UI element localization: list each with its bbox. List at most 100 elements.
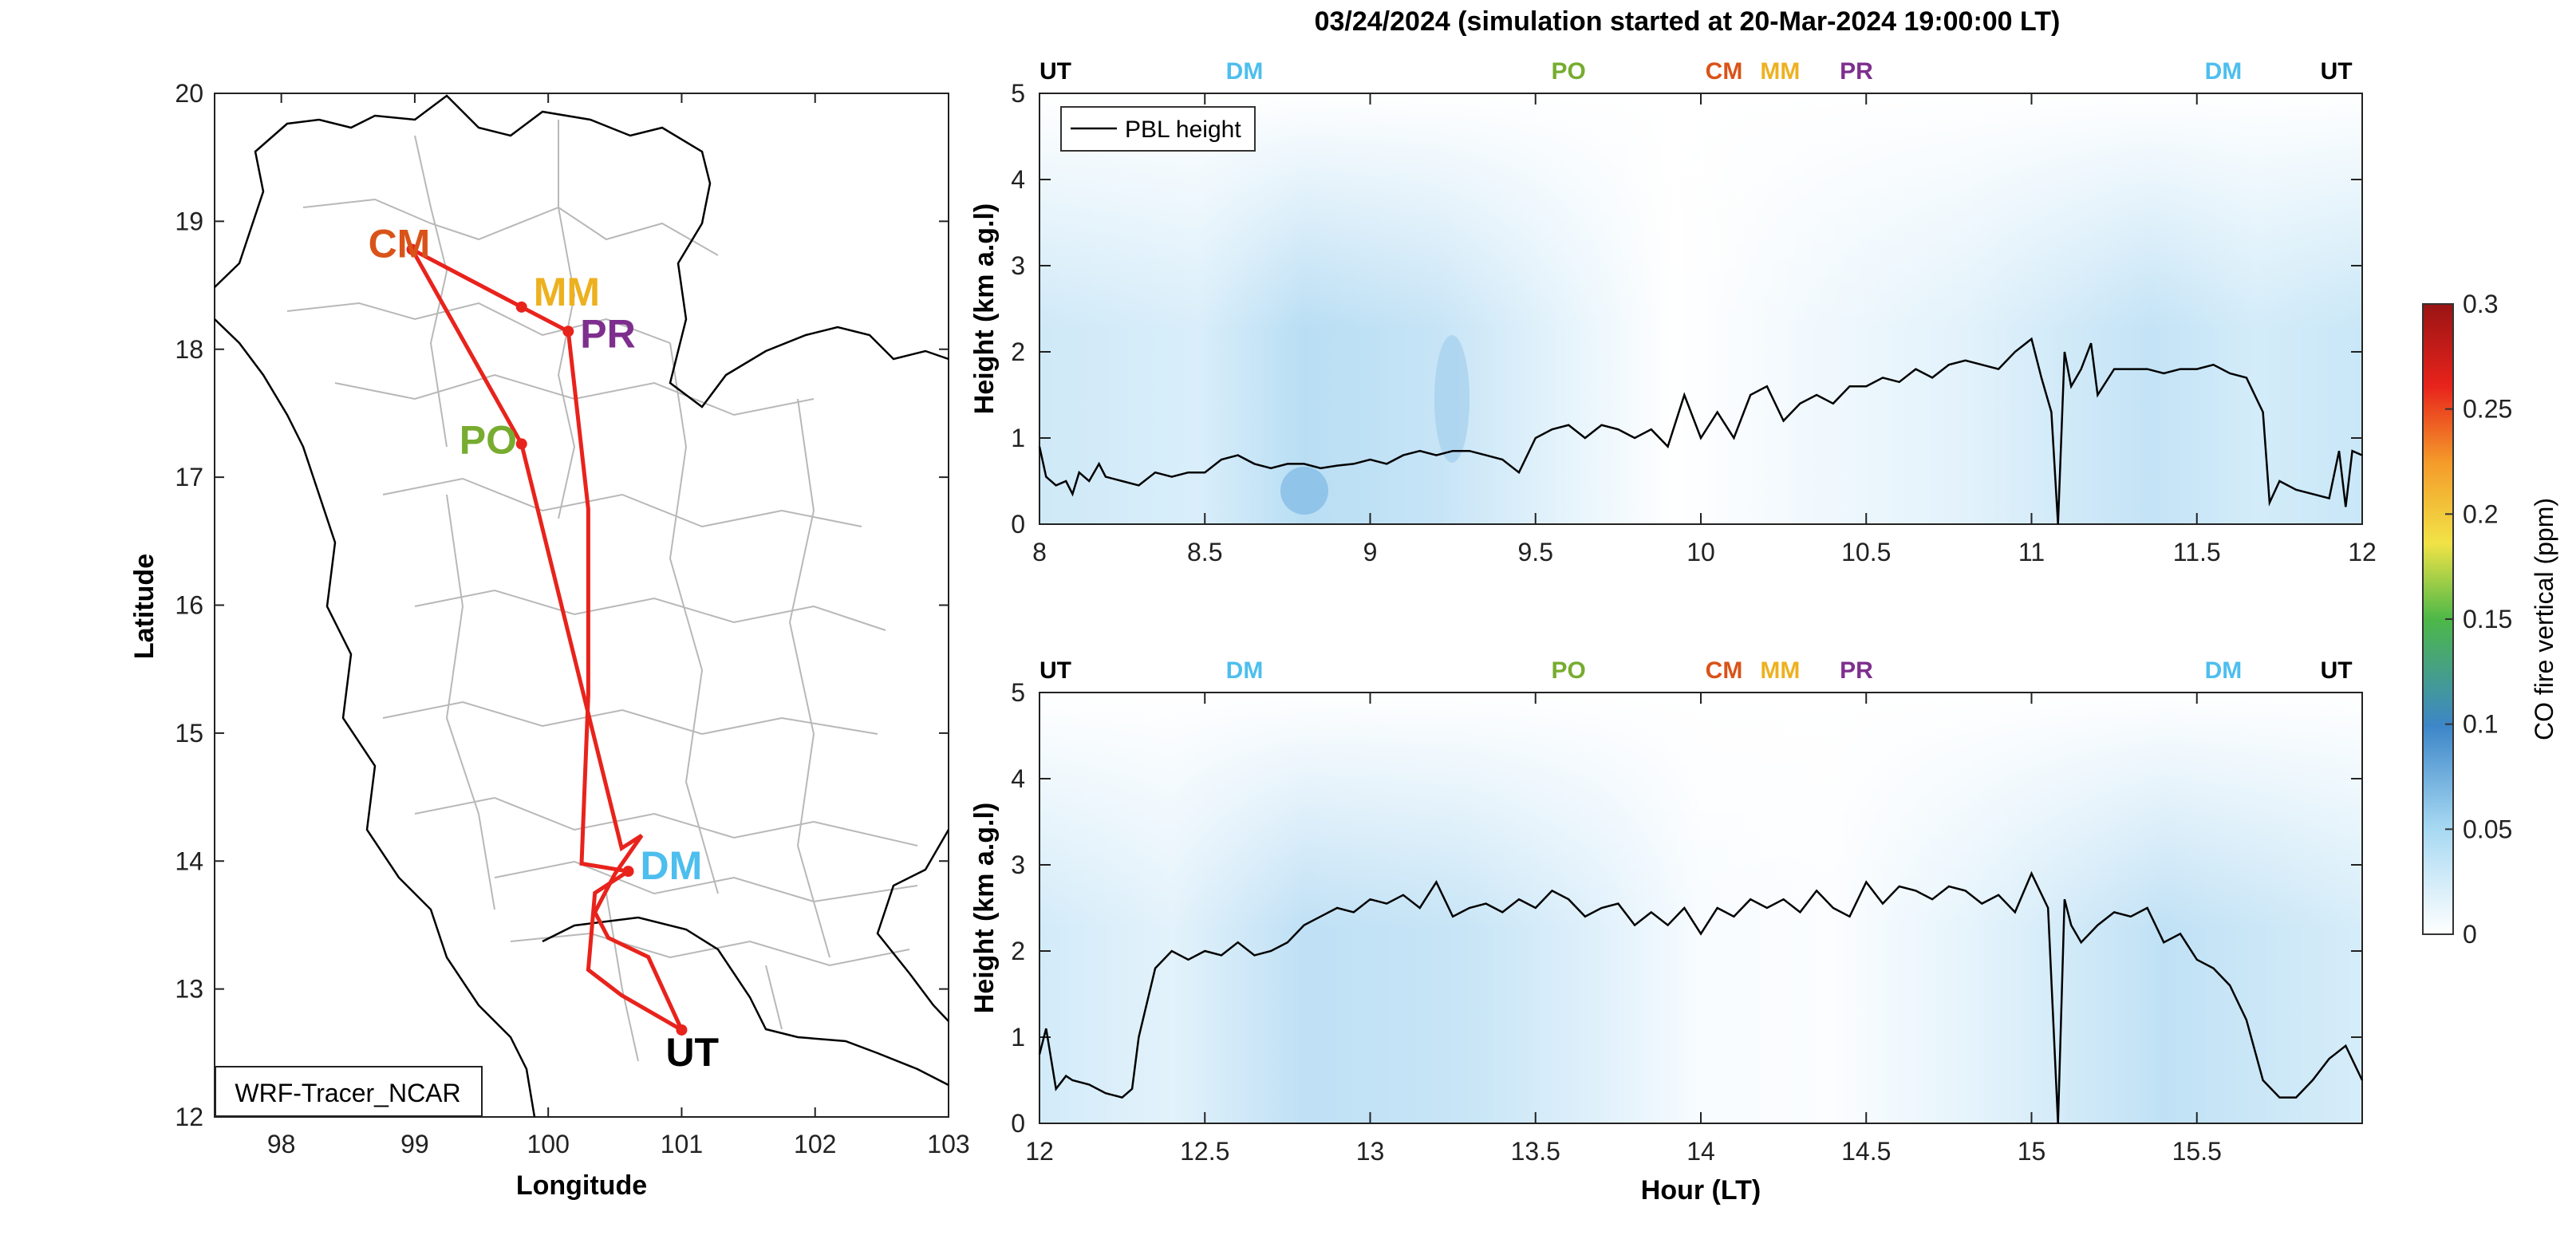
bot-xtick-label: 15 (2018, 1137, 2046, 1166)
country-border (214, 94, 950, 1118)
map-ytick-label: 14 (175, 846, 203, 875)
top-ytick-label: 0 (1011, 510, 1025, 539)
station-marker-mm (515, 301, 527, 313)
map-ytick-label: 19 (175, 207, 203, 235)
top-ylabel: Height (km a.g.l) (969, 203, 1000, 414)
colorbar-tick-label: 0.3 (2463, 290, 2498, 318)
bot-xtick-label: 12 (1025, 1137, 1054, 1166)
colorbar: 0 0.05 0.1 0.15 0.2 0.25 0.3 CO fire vertical … (2422, 290, 2558, 949)
bot-xtick-label: 14 (1686, 1137, 1715, 1166)
map-ytick-label: 17 (175, 463, 203, 491)
station-marker-po (515, 438, 527, 450)
colorbar-tick-label: 0 (2463, 920, 2477, 949)
top-ytick-label: 1 (1011, 424, 1025, 452)
bot-station-mm: MM (1760, 657, 1800, 684)
bottom-xticks: 12 12.5 13 13.5 14 14.5 15 15.5 (1025, 693, 2222, 1166)
station-marker-pr (562, 326, 574, 337)
top-pbl-line (1038, 337, 2363, 525)
bot-station-dm: DM (1226, 657, 1264, 684)
route-west (410, 248, 684, 1031)
map-xtick-label: 102 (794, 1130, 836, 1158)
top-panel-plume-2 (1434, 335, 1469, 463)
province-borders (286, 120, 918, 1062)
bot-station-pr: PR (1840, 657, 1873, 684)
map-ytick-label: 16 (175, 591, 203, 620)
station-marker-cm (406, 243, 418, 255)
bot-xtick-label: 13 (1356, 1137, 1385, 1166)
top-panel-fade (1039, 93, 2362, 524)
map-xticks: 98 99 100 101 102 103 (267, 93, 970, 1158)
station-label-mm: MM (534, 270, 600, 314)
top-xtick-label: 9.5 (1518, 538, 1553, 566)
top-station-po: PO (1552, 58, 1586, 85)
top-xticks: 8 8.5 9 9.5 10 10.5 11 11.5 12 (1032, 93, 2377, 566)
bottom-xlabel: Hour (LT) (1641, 1175, 1761, 1206)
top-station-mm: MM (1760, 58, 1800, 85)
legend: PBL height (1060, 106, 1256, 152)
top-ytick-label: 2 (1011, 337, 1025, 366)
bottom-panel-fade (1039, 693, 2362, 1123)
top-xtick-label: 11.5 (2173, 538, 2221, 566)
map-yticks: 12 13 14 15 16 17 18 19 20 (175, 79, 949, 1131)
colorbar-tick-label: 0.15 (2463, 605, 2512, 633)
top-xtick-label: 10 (1686, 538, 1715, 566)
bot-xtick-label: 14.5 (1841, 1137, 1891, 1166)
map-ytick-label: 20 (175, 79, 203, 108)
route-lines (410, 247, 684, 1032)
bot-station-cm: CM (1706, 657, 1743, 684)
map-ytick-label: 12 (175, 1103, 203, 1131)
colorbar-tick-label: 0.25 (2463, 395, 2512, 424)
top-station-ut: UT (2321, 58, 2353, 85)
top-ytick-label: 3 (1011, 251, 1025, 280)
legend-label: PBL height (1125, 116, 1241, 143)
bot-xtick-label: 13.5 (1511, 1137, 1560, 1166)
bottom-station-labels: UT DM PO CM MM PR DM UT (1039, 657, 2353, 684)
station-marker-dm (622, 866, 634, 878)
bot-ytick-label: 4 (1011, 764, 1025, 793)
colorbar-label: CO fire vertical (ppm) (2530, 498, 2558, 740)
bot-xtick-label: 12.5 (1180, 1137, 1229, 1166)
model-label-box (215, 1066, 483, 1117)
bot-station-ut: UT (2321, 657, 2353, 684)
top-xtick-label: 9 (1363, 538, 1378, 566)
top-xtick-label: 11 (2018, 538, 2045, 566)
station-label-ut: UT (665, 1030, 719, 1075)
colorbar-tick-label: 0.1 (2463, 710, 2498, 739)
model-label: WRF-Tracer_NCAR (235, 1079, 460, 1107)
station-marker-ut (676, 1024, 688, 1036)
map-ytick-label: 18 (175, 335, 203, 364)
colorbar-ticks: 0 0.05 0.1 0.15 0.2 0.25 0.3 (2445, 290, 2512, 949)
bot-station-po: PO (1552, 657, 1586, 684)
map-xtick-label: 103 (927, 1130, 969, 1158)
top-ytick-label: 4 (1011, 165, 1025, 194)
station-label-pr: PR (580, 311, 635, 356)
top-station-dm: DM (2205, 58, 2243, 85)
map-xtick-label: 98 (267, 1130, 296, 1158)
colorbar-tick-label: 0.2 (2463, 499, 2498, 528)
top-station-labels: UT DM PO CM MM PR DM UT (1039, 58, 2353, 85)
top-xtick-label: 10.5 (1841, 538, 1891, 566)
top-station-cm: CM (1706, 58, 1743, 85)
top-panel-plume (1280, 467, 1328, 515)
bottom-ylabel: Height (km a.g.l) (969, 803, 1000, 1013)
top-xtick-label: 12 (2348, 538, 2377, 566)
station-label-dm: DM (641, 843, 703, 888)
map-ytick-label: 15 (175, 719, 203, 748)
bot-xtick-label: 15.5 (2172, 1137, 2222, 1166)
colorbar-tick-label: 0.05 (2463, 815, 2512, 843)
top-xtick-label: 8.5 (1187, 538, 1222, 566)
bot-station-dm: DM (2205, 657, 2243, 684)
top-xtick-label: 8 (1032, 538, 1047, 566)
bot-ytick-label: 3 (1011, 850, 1025, 879)
map-xtick-label: 99 (400, 1130, 429, 1158)
bot-ytick-label: 1 (1011, 1023, 1025, 1052)
bot-ytick-label: 2 (1011, 937, 1025, 965)
route-east (411, 247, 683, 1032)
top-station-ut: UT (1039, 58, 1071, 85)
bot-ytick-label: 5 (1011, 678, 1025, 707)
bot-ytick-label: 0 (1011, 1109, 1025, 1138)
